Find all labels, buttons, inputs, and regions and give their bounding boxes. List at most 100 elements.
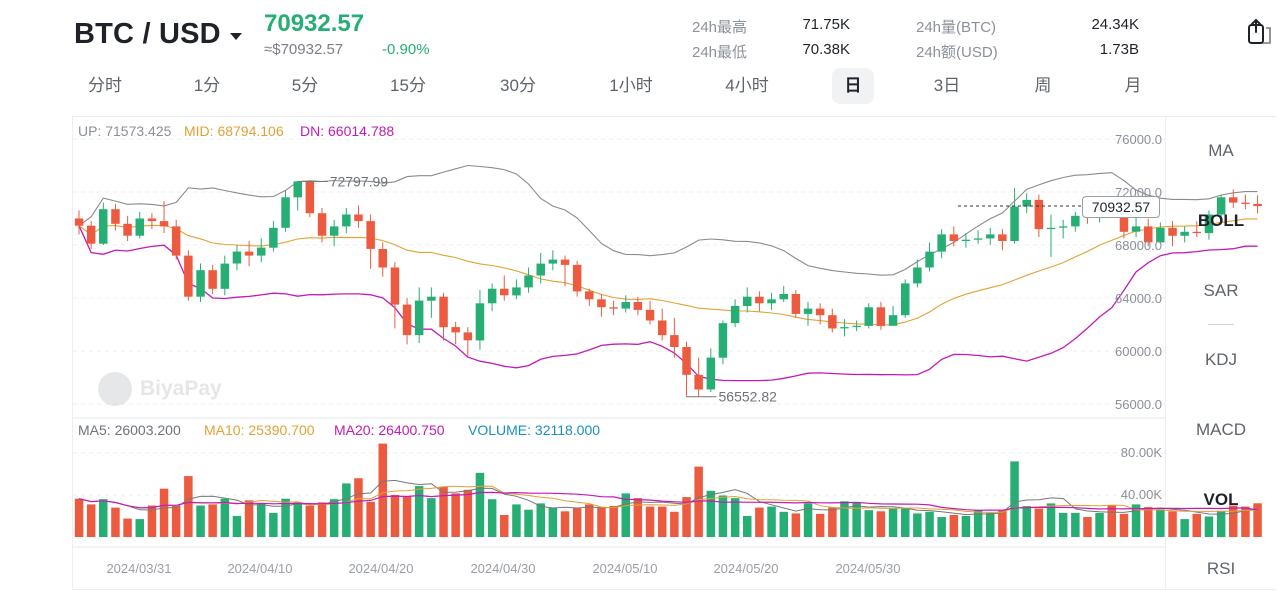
candle-body <box>123 223 132 236</box>
volume-bar <box>366 501 375 537</box>
candle-body <box>305 181 315 214</box>
indicator-sar[interactable]: SAR <box>1203 281 1239 300</box>
volume-ma-lines <box>78 479 1258 516</box>
candle-body <box>524 275 533 288</box>
volume-bar <box>512 504 521 537</box>
tab-1d[interactable]: 日 <box>832 68 874 104</box>
date-tick: 2024/04/10 <box>227 561 292 576</box>
candle-body <box>147 218 157 222</box>
share-icon[interactable] <box>1246 16 1274 46</box>
volume-bar <box>961 516 971 537</box>
stat-value-turnover: 1.73B <box>1099 41 1139 58</box>
candle-body <box>500 288 509 296</box>
volume-bar <box>500 515 509 537</box>
tab-month[interactable]: 月 <box>1124 76 1142 95</box>
indicator-kdj[interactable]: KDJ <box>1204 350 1238 369</box>
tab-15m[interactable]: 15分 <box>390 76 426 95</box>
candle-body <box>1229 197 1238 203</box>
current-price-tag: 70932.57 <box>1082 196 1160 218</box>
candle-body <box>743 296 752 306</box>
candle-body <box>475 303 485 341</box>
candle-body <box>1010 206 1019 241</box>
candle-body <box>986 234 995 239</box>
volume-bar <box>269 512 278 537</box>
candle-body <box>1034 199 1044 230</box>
candle-body <box>329 226 339 236</box>
ticker-header: BTC / USD 70932.57 ≈$70932.57 -0.90% 24h… <box>0 0 1280 66</box>
low-marker-label: 56552.82 <box>719 389 778 405</box>
volume-bar <box>1204 516 1214 537</box>
vol-legend-volume: VOLUME: 32118.000 <box>468 422 600 438</box>
candle-body <box>815 308 825 316</box>
volume-bar <box>1216 510 1226 538</box>
volume-bar <box>354 478 363 537</box>
volume-bar <box>1253 503 1262 537</box>
candle-body <box>609 307 618 309</box>
candle-body <box>293 181 302 198</box>
watermark-logo-icon <box>98 372 132 406</box>
volume-bar <box>1180 519 1189 537</box>
date-tick: 2024/04/30 <box>470 561 535 576</box>
candle-body <box>196 270 205 297</box>
last-price: 70932.57 <box>264 10 365 37</box>
volume-ma10-line <box>78 485 1258 513</box>
volume-bar <box>1119 513 1129 537</box>
volume-bar <box>670 511 679 537</box>
candle-body <box>645 309 655 321</box>
candle-body <box>232 251 242 264</box>
volume-bar <box>973 509 983 537</box>
tab-time-sharing[interactable]: 分时 <box>88 76 122 95</box>
volume-bar <box>803 503 813 537</box>
stat-label-low: 24h最低 <box>692 44 748 61</box>
volume-bar <box>937 517 946 537</box>
candle-body <box>597 299 606 308</box>
indicator-ma[interactable]: MA <box>1208 141 1234 160</box>
volume-bar <box>451 493 460 537</box>
candle-body <box>828 315 837 329</box>
tab-5m[interactable]: 5分 <box>291 76 319 95</box>
volume-bar <box>621 493 630 537</box>
volume-bar <box>743 516 752 537</box>
pair-selector[interactable]: BTC / USD <box>74 18 242 51</box>
candle-body <box>888 315 898 326</box>
tab-30m[interactable]: 30分 <box>500 76 536 95</box>
candle-body <box>913 267 922 284</box>
vol-legend-ma10: MA10: 25390.700 <box>204 422 315 438</box>
volume-bar <box>402 496 412 537</box>
volume-bar <box>609 506 618 537</box>
indicator-vol[interactable]: VOL <box>1203 490 1239 509</box>
vol-legend-ma5: MA5: 26003.200 <box>78 422 181 438</box>
candle-body <box>973 238 983 240</box>
interval-tabs: 分时 1分 5分 15分 30分 1小时 4小时 日 3日 周 月 <box>72 68 1172 106</box>
volume-bar <box>378 443 387 537</box>
volume-bar <box>281 498 290 537</box>
tab-3d[interactable]: 3日 <box>933 76 961 95</box>
candle-body <box>439 296 448 328</box>
indicator-macd[interactable]: MACD <box>1195 420 1247 439</box>
candle-body <box>718 323 728 358</box>
tab-1m[interactable]: 1分 <box>193 76 221 95</box>
candle-body <box>427 296 436 301</box>
candle-body <box>925 251 934 268</box>
candle-body <box>74 218 84 226</box>
boll-lower-line <box>78 225 1258 382</box>
volume-bar <box>317 502 327 537</box>
tab-week[interactable]: 周 <box>1034 76 1052 95</box>
indicator-rsi[interactable]: RSI <box>1206 559 1236 578</box>
candle-body <box>755 296 764 304</box>
tab-4h[interactable]: 4小时 <box>725 76 769 95</box>
candle-body <box>159 221 169 227</box>
indicator-boll[interactable]: BOLL <box>1197 211 1245 230</box>
candle-body <box>208 270 217 289</box>
volume-bar <box>888 508 898 537</box>
volume-bar <box>828 507 837 537</box>
boll-legend-up: UP: 71573.425 <box>78 123 172 139</box>
candle-body <box>682 347 691 375</box>
candle-body <box>876 307 886 326</box>
candle-body <box>767 299 776 304</box>
date-tick: 2024/05/20 <box>713 561 778 576</box>
tab-1h[interactable]: 1小时 <box>609 76 653 95</box>
candle-body <box>1144 226 1153 243</box>
volume-bar <box>184 476 193 537</box>
